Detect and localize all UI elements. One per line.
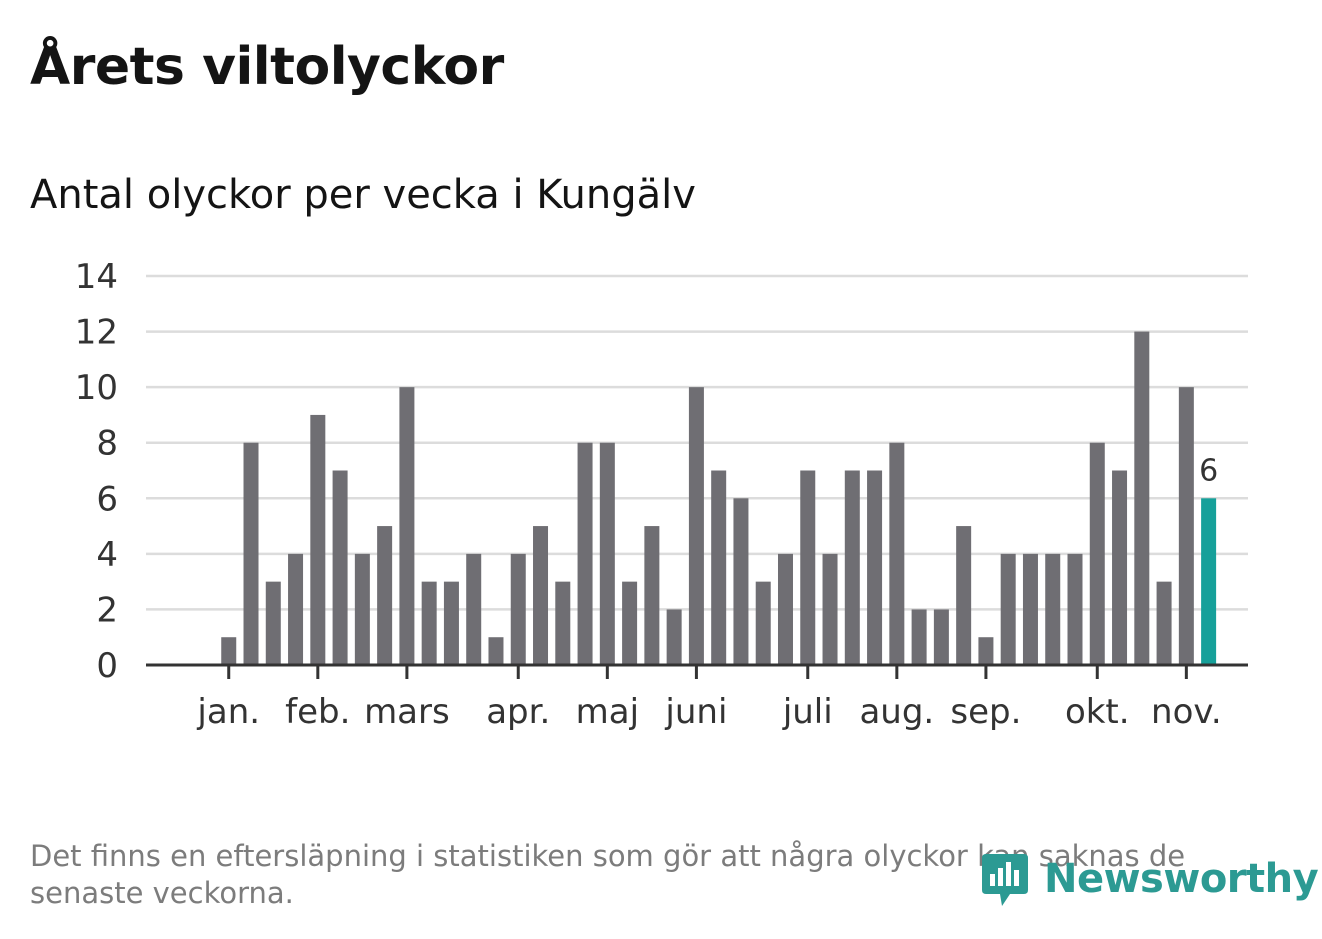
y-tick-label: 8 (96, 424, 118, 464)
x-tick-label: mars (364, 692, 450, 732)
bar (243, 442, 259, 665)
x-tick-label: feb. (285, 692, 350, 732)
bar (443, 581, 459, 665)
bar (711, 470, 727, 665)
newsworthy-logo: Newsworthy (980, 850, 1319, 908)
bar (354, 553, 370, 665)
y-tick-label: 6 (96, 479, 118, 519)
y-tick-label: 4 (96, 535, 118, 575)
newsworthy-logo-text: Newsworthy (1044, 856, 1319, 902)
chart-subtitle: Antal olyckor per vecka i Kungälv (30, 172, 696, 218)
x-tick-label: sep. (950, 692, 1021, 732)
bar (800, 470, 816, 665)
bar (844, 470, 860, 665)
bar (1178, 387, 1194, 665)
bar (1067, 553, 1083, 665)
bar (666, 609, 682, 665)
x-tick-label: aug. (859, 692, 934, 732)
x-tick-label: okt. (1065, 692, 1130, 732)
x-tick-label: juli (782, 692, 833, 732)
bar (577, 442, 593, 665)
bar (510, 553, 526, 665)
x-axis-ticks: jan. feb. mars apr. maj juni juli aug. sep. okt. n… (196, 665, 1222, 732)
bars (221, 331, 1217, 665)
bar (777, 553, 793, 665)
bar (889, 442, 905, 665)
bar (421, 581, 437, 665)
bar (1022, 553, 1038, 665)
y-tick-label: 10 (75, 368, 118, 408)
newsworthy-logo-icon (982, 854, 1028, 906)
bar (822, 553, 838, 665)
bar (1000, 553, 1016, 665)
bar (978, 637, 994, 665)
bar (755, 581, 771, 665)
bar-highlight (1201, 498, 1217, 665)
bar (221, 637, 237, 665)
y-tick-label: 12 (75, 313, 118, 353)
x-tick-label: jan. (196, 692, 260, 732)
bar (310, 414, 326, 665)
bar (1089, 442, 1105, 665)
bar (1112, 470, 1128, 665)
bar (911, 609, 927, 665)
x-tick-label: maj (576, 692, 639, 732)
x-tick-label: apr. (486, 692, 550, 732)
bar (644, 526, 660, 665)
bar (288, 553, 304, 665)
bar (332, 470, 348, 665)
bar (533, 526, 549, 665)
bar-chart: 0 2 4 6 8 10 12 14 6 jan. feb. mars apr. maj juni jul… (75, 257, 1248, 732)
bar (956, 526, 972, 665)
bar (488, 637, 504, 665)
y-axis-ticks: 0 2 4 6 8 10 12 14 (75, 257, 118, 686)
x-tick-label: nov. (1151, 692, 1222, 732)
bar (599, 442, 615, 665)
bar (399, 387, 415, 665)
bar (867, 470, 883, 665)
chart-title: Årets viltolyckor (30, 37, 504, 97)
bar (1045, 553, 1061, 665)
y-tick-label: 0 (96, 646, 118, 686)
bar (933, 609, 949, 665)
bar (555, 581, 571, 665)
bar (688, 387, 704, 665)
bar (265, 581, 281, 665)
y-tick-label: 2 (96, 590, 118, 630)
bar (1134, 331, 1150, 665)
bar (622, 581, 638, 665)
bar (377, 526, 393, 665)
data-label-latest: 6 (1199, 453, 1218, 488)
x-tick-label: juni (664, 692, 727, 732)
bar (1156, 581, 1172, 665)
y-tick-label: 14 (75, 257, 118, 297)
data-labels: 6 (1199, 453, 1218, 488)
bar (733, 498, 749, 665)
bar (466, 553, 482, 665)
